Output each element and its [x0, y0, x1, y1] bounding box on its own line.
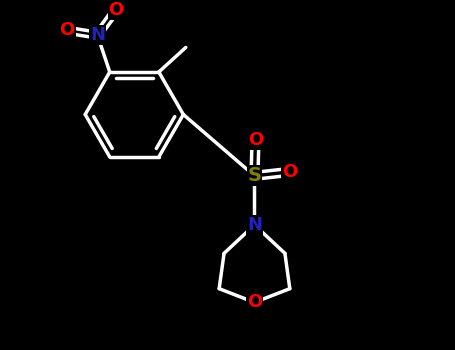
- Text: O: O: [248, 132, 263, 149]
- Text: N: N: [247, 216, 262, 234]
- Text: O: O: [108, 1, 124, 19]
- Text: S: S: [248, 166, 262, 185]
- Text: O: O: [282, 163, 298, 181]
- Text: O: O: [60, 21, 75, 39]
- Text: O: O: [247, 293, 262, 312]
- Text: N: N: [90, 26, 105, 44]
